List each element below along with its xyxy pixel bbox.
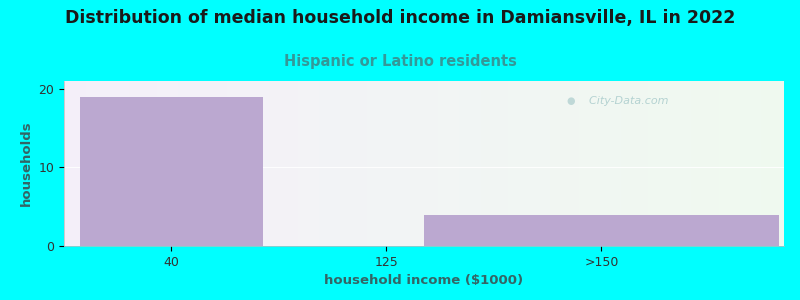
Text: City-Data.com: City-Data.com bbox=[582, 96, 669, 106]
Y-axis label: households: households bbox=[20, 121, 33, 206]
Bar bbox=[424, 214, 778, 246]
Text: ●: ● bbox=[566, 96, 575, 106]
Text: Distribution of median household income in Damiansville, IL in 2022: Distribution of median household income … bbox=[65, 9, 735, 27]
X-axis label: household income ($1000): household income ($1000) bbox=[325, 274, 523, 287]
Bar bbox=[80, 97, 263, 246]
Text: Hispanic or Latino residents: Hispanic or Latino residents bbox=[283, 54, 517, 69]
